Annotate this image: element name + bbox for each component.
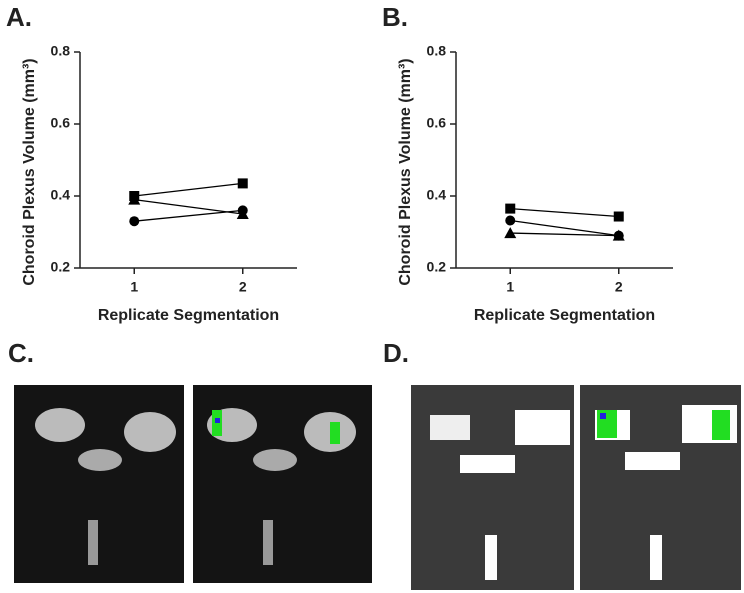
marker <box>237 178 248 189</box>
mri-blob <box>124 412 176 452</box>
segmentation <box>215 418 220 423</box>
segmentation <box>712 410 730 440</box>
mri-blob <box>460 455 515 473</box>
y-tick-label: 0.6 <box>51 115 71 131</box>
mri-blob <box>35 408 85 442</box>
series-line <box>510 207 619 218</box>
panel-label: A. <box>6 2 32 32</box>
y-tick-label: 0.8 <box>427 43 447 59</box>
y-tick-label: 0.2 <box>427 259 447 275</box>
marker <box>128 193 141 205</box>
y-axis-label: Choroid Plexus Volume (mm³) <box>21 58 38 285</box>
segmentation <box>330 422 340 444</box>
mri-blob <box>263 520 273 565</box>
y-axis-label: Choroid Plexus Volume (mm³) <box>397 58 414 285</box>
x-tick-label: 2 <box>239 279 247 295</box>
x-axis-label: Replicate Segmentation <box>98 307 279 324</box>
y-tick-label: 0.4 <box>51 187 71 203</box>
mri-blob <box>253 449 297 471</box>
y-tick-label: 0.6 <box>427 115 447 131</box>
marker <box>613 211 624 222</box>
mri-blob <box>625 452 680 470</box>
series-line <box>510 219 619 237</box>
panel-label: C. <box>8 338 34 368</box>
x-tick-label: 2 <box>615 279 623 295</box>
y-tick-label: 0.2 <box>51 259 71 275</box>
mri-blob <box>88 520 98 565</box>
x-tick-label: 1 <box>130 279 138 295</box>
y-tick-label: 0.4 <box>427 187 447 203</box>
mri-blob <box>430 415 470 440</box>
y-tick-label: 0.8 <box>51 43 71 59</box>
marker <box>504 227 517 239</box>
panel-label: B. <box>382 2 408 32</box>
marker <box>236 208 249 219</box>
series-line <box>134 198 243 215</box>
mri-blob <box>650 535 662 580</box>
marker <box>505 215 516 226</box>
panel-label: D. <box>383 338 409 368</box>
image-panel-c <box>14 385 372 583</box>
mri-blob <box>78 449 122 471</box>
segmentation <box>600 413 606 419</box>
mri-blob <box>515 410 570 445</box>
series-line <box>134 182 243 197</box>
x-axis-label: Replicate Segmentation <box>474 307 655 324</box>
marker <box>129 216 140 227</box>
x-tick-label: 1 <box>506 279 514 295</box>
marker <box>612 229 625 241</box>
mri-blob <box>485 535 497 580</box>
marker <box>505 203 516 214</box>
image-panel-d <box>411 385 741 590</box>
series-line <box>510 232 619 237</box>
